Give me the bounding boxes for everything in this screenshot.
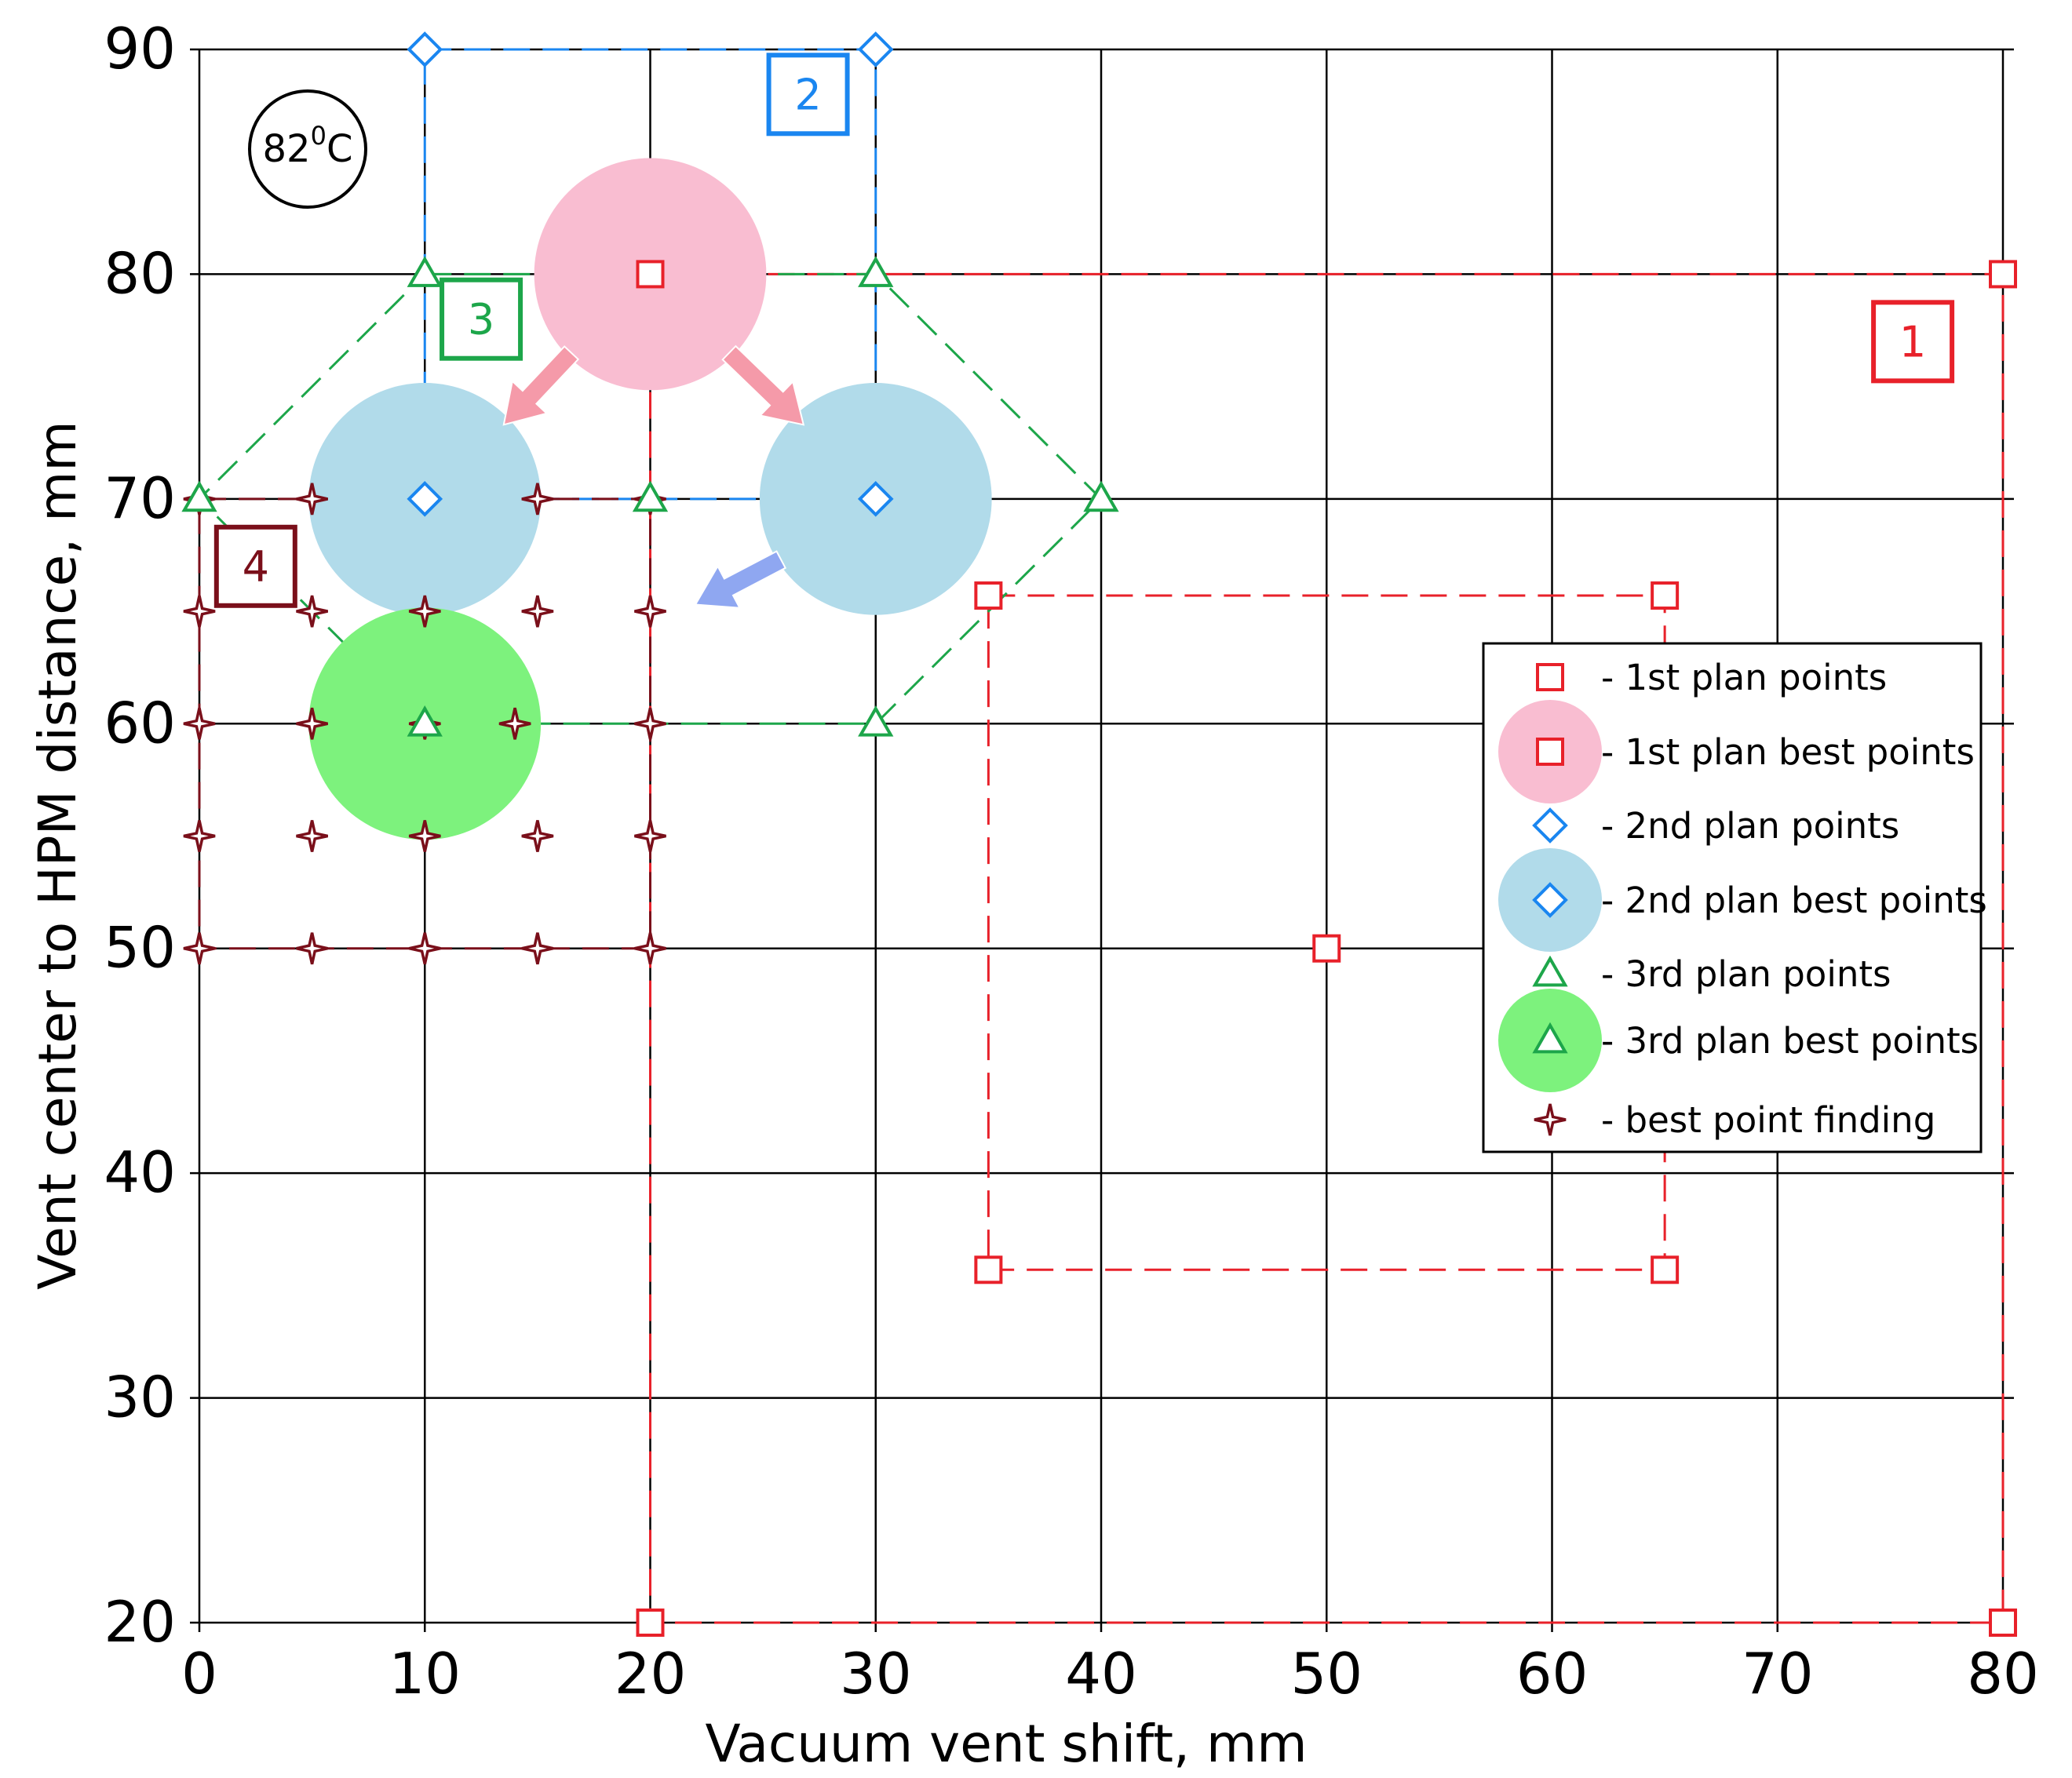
legend-star-marker bbox=[1534, 1103, 1567, 1136]
triangle-marker bbox=[632, 480, 669, 512]
star-marker bbox=[296, 595, 328, 628]
square-marker bbox=[636, 260, 665, 289]
y-tick-label: 90 bbox=[104, 16, 176, 82]
square-marker bbox=[1312, 934, 1341, 963]
direction-arrow bbox=[502, 345, 580, 426]
legend-triangle-marker bbox=[1532, 1022, 1568, 1054]
triangle-marker bbox=[181, 480, 217, 512]
star-marker bbox=[634, 595, 666, 628]
triangle-marker bbox=[407, 705, 443, 737]
diamond-marker bbox=[407, 31, 443, 67]
diamond-marker bbox=[857, 31, 894, 67]
plan-label-number: 3 bbox=[468, 295, 494, 344]
legend-label: - 3rd plan points bbox=[1601, 953, 1891, 995]
x-tick-label: 60 bbox=[1516, 1641, 1589, 1707]
plan-label-number: 2 bbox=[794, 70, 821, 119]
star-marker bbox=[183, 820, 216, 852]
x-tick-label: 80 bbox=[1967, 1641, 2039, 1707]
diamond-marker bbox=[407, 481, 443, 517]
temperature-unit: C bbox=[326, 127, 353, 171]
legend-label: - 2nd plan best points bbox=[1601, 880, 1987, 921]
star-marker bbox=[521, 595, 554, 628]
star-marker bbox=[296, 820, 328, 852]
star-marker bbox=[634, 820, 666, 852]
star-marker bbox=[408, 595, 441, 628]
x-tick-label: 50 bbox=[1290, 1641, 1362, 1707]
direction-arrow bbox=[694, 550, 787, 609]
star-marker bbox=[296, 483, 328, 516]
temperature-badge-text: 820C bbox=[263, 121, 353, 171]
plan-label-number: 4 bbox=[243, 542, 269, 592]
plan-label-number: 1 bbox=[1899, 317, 1926, 366]
y-tick-label: 70 bbox=[104, 465, 176, 531]
direction-arrow bbox=[721, 344, 805, 426]
star-marker bbox=[498, 707, 531, 740]
y-tick-label: 50 bbox=[104, 915, 176, 981]
x-axis-title: Vacuum vent shift, mm bbox=[705, 1714, 1307, 1774]
y-tick-label: 60 bbox=[104, 690, 176, 756]
star-marker bbox=[296, 932, 328, 965]
legend-triangle-marker bbox=[1532, 955, 1568, 987]
star-marker bbox=[183, 595, 216, 628]
square-marker bbox=[974, 581, 1003, 610]
plan-label-box bbox=[1871, 300, 1955, 384]
y-tick-label: 30 bbox=[104, 1364, 176, 1430]
legend: - 1st plan points - 1st plan best points -… bbox=[1482, 642, 1987, 1153]
plan-2-outline bbox=[423, 48, 877, 501]
triangle-marker bbox=[407, 256, 443, 287]
square-marker bbox=[1651, 1255, 1680, 1284]
star-marker bbox=[183, 707, 216, 740]
plan-label-box bbox=[766, 53, 850, 137]
triangle-marker bbox=[858, 256, 894, 287]
star-marker bbox=[634, 707, 666, 740]
x-tick-label: 70 bbox=[1742, 1641, 1814, 1707]
square-marker bbox=[1651, 581, 1680, 610]
star-marker bbox=[296, 707, 328, 740]
star-marker bbox=[521, 483, 554, 516]
square-marker bbox=[1989, 1609, 2017, 1637]
legend-square-marker bbox=[1536, 663, 1564, 691]
temperature-badge: 820C bbox=[248, 89, 367, 209]
star-marker bbox=[634, 932, 666, 965]
plan-markers bbox=[181, 31, 2017, 1637]
square-marker bbox=[974, 1255, 1003, 1284]
legend-square-marker bbox=[1536, 738, 1564, 766]
legend-label: - 1st plan best points bbox=[1601, 731, 1975, 773]
square-marker bbox=[636, 1609, 665, 1637]
temperature-superscript: 0 bbox=[311, 121, 326, 151]
star-marker bbox=[183, 932, 216, 965]
x-tick-label: 20 bbox=[615, 1641, 687, 1707]
triangle-marker bbox=[1083, 480, 1119, 512]
direction-arrows bbox=[502, 344, 805, 609]
x-tick-label: 10 bbox=[388, 1641, 461, 1707]
x-tick-label: 0 bbox=[181, 1641, 217, 1707]
legend-diamond-marker bbox=[1532, 807, 1568, 843]
plan-labels: 1 2 3 4 bbox=[213, 53, 1955, 608]
temperature-badge-circle bbox=[248, 89, 367, 209]
temperature-value: 82 bbox=[263, 127, 311, 171]
x-tick-label: 40 bbox=[1065, 1641, 1137, 1707]
y-tick-label: 40 bbox=[104, 1139, 176, 1205]
legend-label: - best point finding bbox=[1601, 1099, 1935, 1141]
star-marker bbox=[408, 932, 441, 965]
triangle-marker bbox=[858, 705, 894, 737]
square-marker bbox=[1989, 260, 2017, 289]
y-tick-label: 20 bbox=[104, 1589, 176, 1655]
star-marker bbox=[408, 820, 441, 852]
star-marker bbox=[521, 820, 554, 852]
star-marker bbox=[521, 932, 554, 965]
y-tick-label: 80 bbox=[104, 240, 176, 306]
legend-label: - 2nd plan points bbox=[1601, 805, 1899, 847]
diamond-marker bbox=[857, 481, 894, 517]
y-axis-title: Vent center to HPM distance, mm bbox=[27, 421, 88, 1289]
plan-label-box bbox=[213, 524, 297, 608]
plan-label-box bbox=[440, 277, 523, 361]
legend-diamond-marker bbox=[1532, 882, 1568, 918]
x-tick-label: 30 bbox=[840, 1641, 912, 1707]
legend-label: - 1st plan points bbox=[1601, 657, 1887, 698]
legend-label: - 3rd plan best points bbox=[1601, 1020, 1979, 1062]
